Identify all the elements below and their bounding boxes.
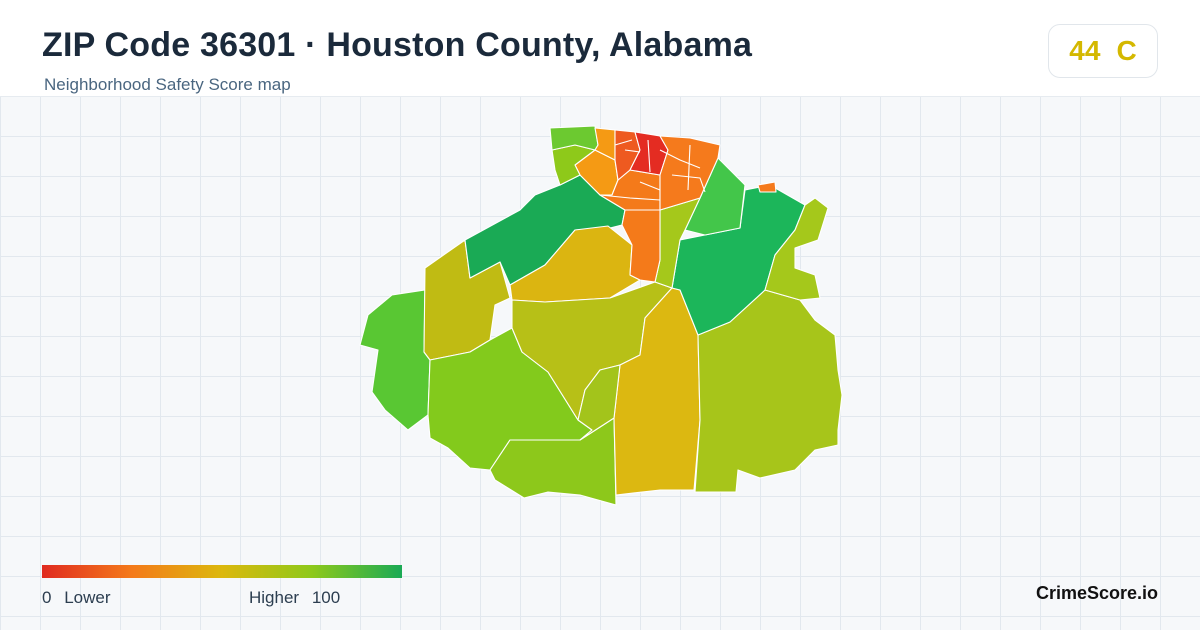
header-band	[0, 0, 1200, 97]
safety-score-badge: 44 C	[1048, 24, 1158, 78]
page-title: ZIP Code 36301 · Houston County, Alabama	[42, 26, 753, 64]
map-district-lines	[599, 139, 706, 201]
map-region[interactable]	[659, 135, 721, 211]
legend-min-value: 0	[42, 588, 52, 607]
score-grade: C	[1116, 35, 1137, 66]
legend-high: Higher 100	[249, 588, 340, 608]
map-region[interactable]	[489, 417, 617, 506]
map-region[interactable]	[621, 209, 661, 283]
map-region[interactable]	[764, 197, 829, 301]
legend-min-label: Lower	[64, 588, 111, 607]
legend-gradient-bar	[42, 565, 402, 578]
legend-max-value: 100	[311, 588, 341, 607]
brand-wordmark[interactable]: CrimeScore.io	[1035, 583, 1158, 603]
page-subtitle: Neighborhood Safety Score map	[44, 75, 291, 94]
map-region[interactable]	[757, 181, 777, 193]
map-region[interactable]	[577, 364, 621, 441]
map-region[interactable]	[359, 289, 431, 431]
legend-max-label: Higher	[249, 588, 300, 607]
legend-low: 0 Lower	[42, 588, 111, 608]
score-value: 44	[1069, 35, 1101, 66]
map-region[interactable]	[594, 127, 616, 161]
